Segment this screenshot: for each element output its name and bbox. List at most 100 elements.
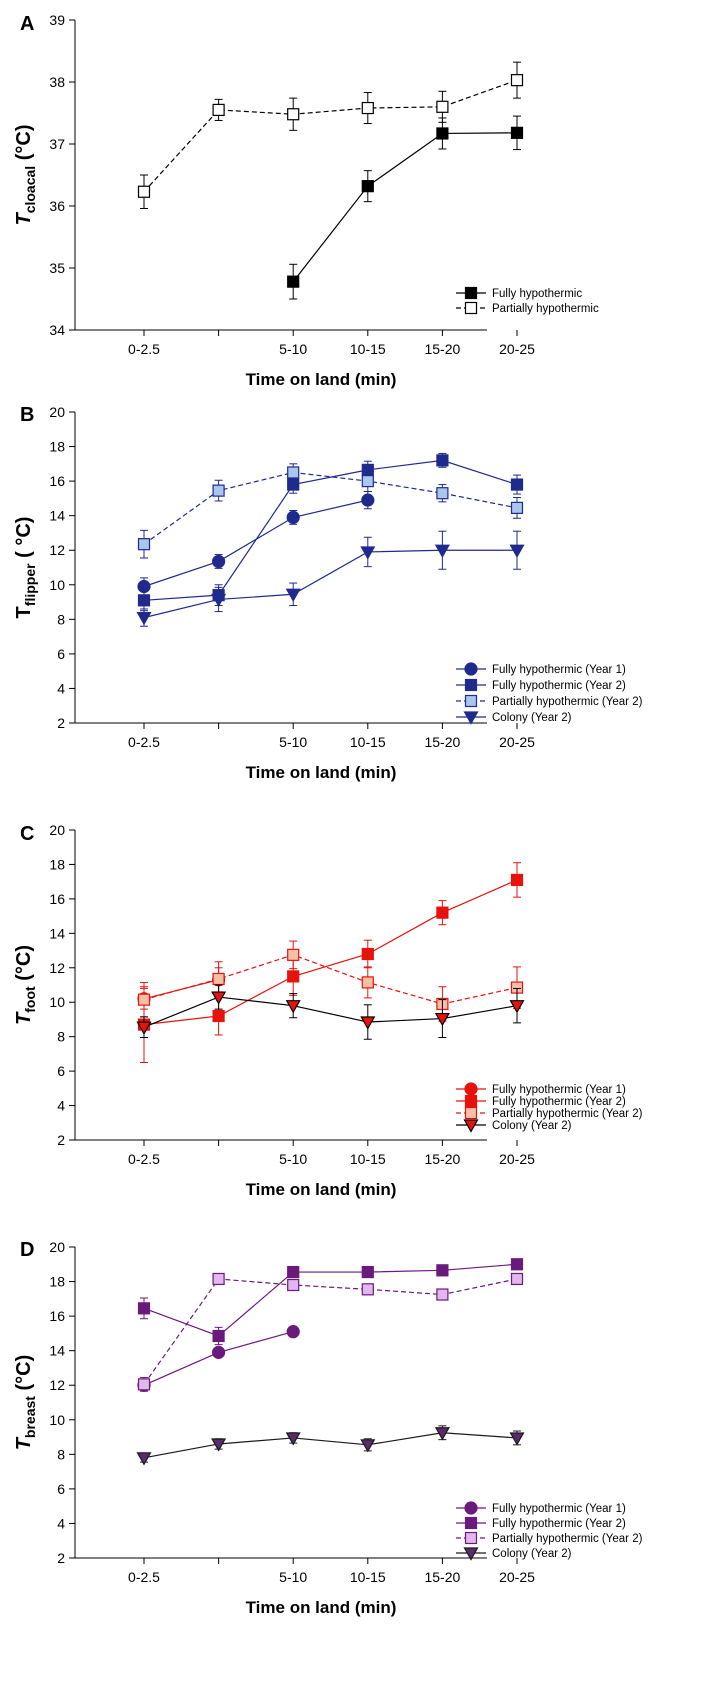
legend-label: Partially hypothermic (Year 2) <box>492 1533 643 1545</box>
y-tick-label: 18 <box>49 1274 65 1290</box>
panel-label: A <box>20 13 34 35</box>
y-tick-label: 39 <box>49 12 65 28</box>
y-tick-label: 10 <box>49 577 65 593</box>
data-point <box>510 1258 524 1271</box>
y-tick-label: 36 <box>49 198 65 214</box>
x-tick-label: 15-20 <box>424 1151 460 1167</box>
y-tick-label: 10 <box>49 994 65 1010</box>
x-axis-label: Time on land (min) <box>246 1598 397 1617</box>
x-tick-label: 15-20 <box>424 1569 460 1585</box>
data-point <box>510 1272 524 1286</box>
legend-marker <box>464 301 478 315</box>
data-point <box>285 1000 301 1014</box>
y-tick-label: 8 <box>57 1446 65 1462</box>
legend-label: Partially hypothermic <box>492 303 599 315</box>
series-line <box>143 879 518 1026</box>
x-tick-label: 5-10 <box>279 734 307 750</box>
y-axis-label-symbol: T <box>13 212 35 226</box>
y-axis-label: Tfoot (°C) <box>13 945 38 1025</box>
data-point <box>286 510 300 524</box>
data-point <box>285 588 301 602</box>
series-1 <box>137 490 375 596</box>
panel-b: B 2 4 6 8 10 12 14 16 18 20 0-2.5 5-10 10-15 15-20 20-2… <box>13 404 643 782</box>
y-tick-label: 14 <box>49 925 65 941</box>
series-line <box>143 1432 518 1459</box>
y-axis-label-symbol: T <box>13 1436 35 1450</box>
series-3 <box>137 463 524 559</box>
series-line <box>143 954 518 1005</box>
data-point <box>212 1272 225 1286</box>
legend-label: Fully hypothermic (Year 1) <box>492 1084 626 1096</box>
series-4 <box>136 530 525 627</box>
y-axis-label-unit: ( °C) <box>13 517 35 564</box>
legend-label: Fully hypothermic (Year 2) <box>492 1518 626 1530</box>
legend-marker <box>464 694 478 708</box>
y-tick-label: 8 <box>57 1029 65 1045</box>
data-point <box>436 1264 449 1277</box>
data-point <box>137 1302 151 1315</box>
y-axis-label: Tflipper ( °C) <box>13 517 38 619</box>
y-tick-label: 37 <box>49 136 65 152</box>
y-tick-label: 4 <box>57 680 65 696</box>
data-point <box>287 970 300 983</box>
data-point <box>287 1265 300 1279</box>
legend-marker <box>464 1531 478 1545</box>
data-point <box>287 275 300 288</box>
data-point <box>212 484 225 497</box>
y-tick-label: 4 <box>57 1515 65 1531</box>
series-4 <box>136 1425 525 1466</box>
legend-label: Fully hypothermic (Year 1) <box>492 664 626 676</box>
series-line <box>143 499 368 588</box>
x-axis-label: Time on land (min) <box>246 763 397 782</box>
data-point <box>434 1012 450 1027</box>
data-point <box>361 1265 374 1279</box>
legend-marker <box>463 1119 479 1133</box>
x-tick-label: 0-2.5 <box>128 1151 160 1167</box>
data-point <box>212 1329 225 1343</box>
data-point <box>137 594 151 607</box>
y-axis-label-unit: (°C) <box>13 1355 35 1396</box>
y-tick-label: 16 <box>49 473 65 489</box>
panel-label: B <box>20 404 34 426</box>
x-tick-label: 0-2.5 <box>128 341 160 357</box>
series-3 <box>137 1272 524 1392</box>
data-point <box>212 1345 226 1359</box>
y-axis-label-unit: (°C) <box>13 945 35 986</box>
data-point <box>509 1000 525 1014</box>
legend-marker <box>464 1516 478 1530</box>
legend: Fully hypothermic (Year 1)Fully hypother… <box>456 1082 643 1133</box>
series-line <box>143 79 518 193</box>
legend-marker <box>463 1547 479 1561</box>
legend: Fully hypothermic (Year 1)Fully hypother… <box>456 1501 643 1561</box>
series-2 <box>137 1258 524 1346</box>
data-point <box>510 74 524 87</box>
series-2 <box>137 61 524 209</box>
data-point <box>436 127 449 140</box>
data-point <box>211 1438 227 1452</box>
legend-marker <box>464 678 478 692</box>
y-tick-label: 18 <box>49 856 65 872</box>
data-point <box>136 1452 152 1466</box>
x-tick-label: 10-15 <box>350 734 386 750</box>
y-tick-label: 6 <box>57 1063 65 1079</box>
y-axis-label-unit: (°C) <box>13 124 35 165</box>
data-point <box>287 948 300 961</box>
data-point <box>287 108 300 121</box>
series-line <box>143 996 518 1028</box>
x-tick-label: 20-25 <box>499 734 535 750</box>
y-tick-label: 16 <box>49 891 65 907</box>
series-4 <box>136 984 525 1040</box>
legend-marker <box>464 662 478 676</box>
y-tick-label: 8 <box>57 611 65 627</box>
x-tick-label: 5-10 <box>279 1151 307 1167</box>
panel-a: A 34 35 36 37 38 39 0-2.5 5-10 10-15 15-20 20-25 Tim… <box>13 12 599 389</box>
x-axis-label: Time on land (min) <box>246 1180 397 1199</box>
x-tick-label: 15-20 <box>424 734 460 750</box>
y-tick-label: 2 <box>57 1550 65 1566</box>
legend-marker <box>464 286 478 300</box>
x-tick-label: 0-2.5 <box>128 1569 160 1585</box>
data-point <box>212 972 225 986</box>
data-point <box>287 1278 300 1292</box>
data-point <box>509 1432 525 1446</box>
y-axis-label-subscript: breast <box>22 1396 38 1438</box>
